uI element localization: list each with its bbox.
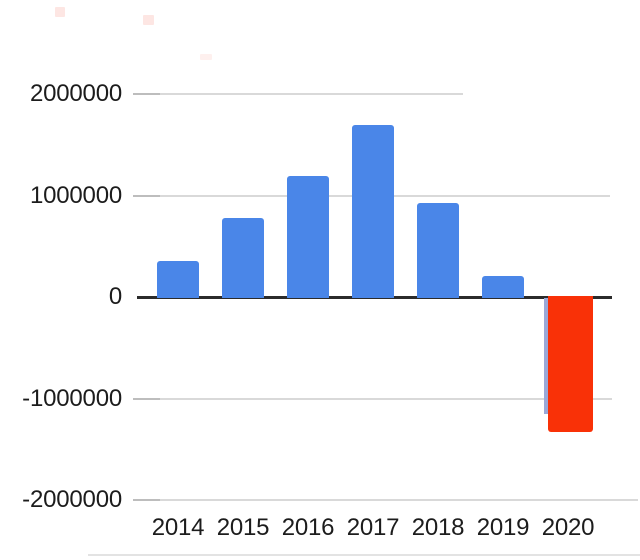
pink-smudge-artifact bbox=[143, 15, 154, 25]
bottom-edge-line-artifact bbox=[88, 554, 640, 556]
y-axis-tick-mark bbox=[133, 397, 160, 400]
underlay-bar-edge-artifact bbox=[544, 298, 549, 414]
y-axis-tick-mark bbox=[133, 194, 160, 197]
bar-2016 bbox=[287, 176, 329, 298]
gridline bbox=[133, 93, 463, 95]
x-axis-tick-label: 2019 bbox=[476, 514, 530, 541]
y-axis-tick-label: 1000000 bbox=[29, 181, 122, 209]
gridline bbox=[133, 397, 612, 400]
y-axis-tick-label: -2000000 bbox=[22, 486, 122, 513]
x-axis-tick-label: 2015 bbox=[216, 514, 270, 541]
bar-2017 bbox=[352, 125, 394, 298]
pink-smudge-artifact bbox=[200, 54, 212, 60]
x-axis-tick-label: 2014 bbox=[151, 514, 205, 541]
bar-2019 bbox=[482, 275, 524, 298]
y-axis-tick-label: 0 bbox=[108, 283, 122, 310]
y-axis-tick-mark bbox=[133, 93, 160, 95]
x-axis-tick-label: 2018 bbox=[411, 514, 465, 541]
pink-smudge-artifact bbox=[55, 7, 65, 17]
gridline bbox=[133, 499, 638, 501]
x-axis-tick-label: 2016 bbox=[281, 514, 335, 541]
y-axis-tick-mark bbox=[133, 499, 160, 501]
y-axis-tick-label: 2000000 bbox=[29, 80, 122, 107]
x-axis-tick-label: 2017 bbox=[346, 514, 400, 541]
bar-2015 bbox=[222, 218, 264, 298]
bar-2020 bbox=[547, 296, 593, 432]
x-axis-tick-label: 2020 bbox=[541, 514, 595, 541]
y-axis-tick-label: -1000000 bbox=[22, 384, 122, 412]
bar-2014 bbox=[157, 261, 199, 298]
bar-2018 bbox=[417, 202, 459, 298]
